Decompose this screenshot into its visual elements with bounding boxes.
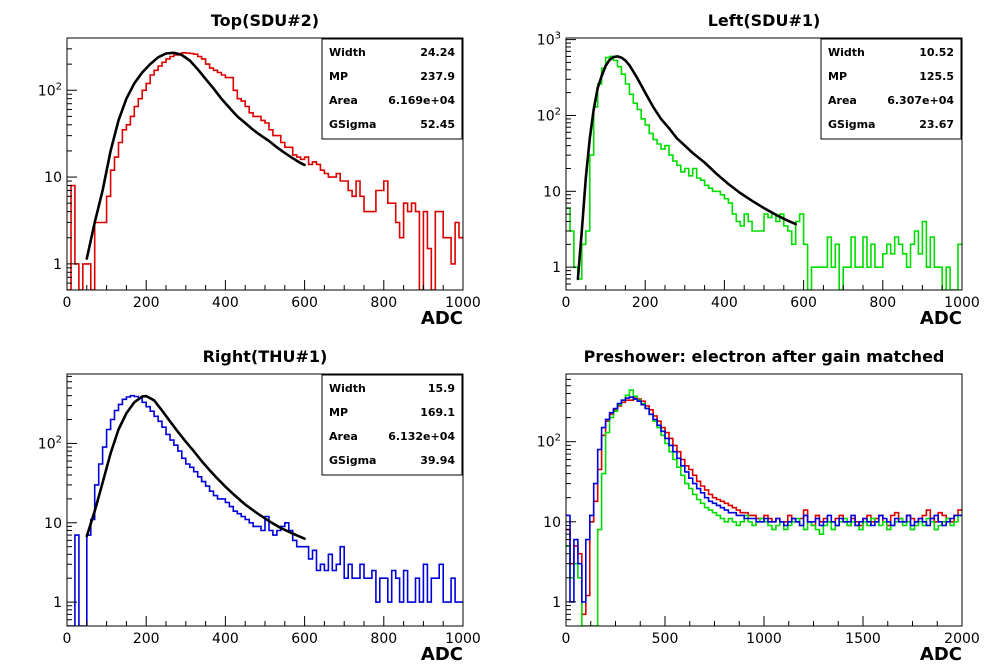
fit-curve <box>85 394 306 540</box>
x-tick-label: 0 <box>63 631 72 647</box>
x-tick-label: 1000 <box>746 631 782 647</box>
histogram-series-1 <box>566 397 962 616</box>
x-tick-label: 800 <box>869 295 896 311</box>
histogram-series-3 <box>566 396 962 603</box>
stats-value: 125.5 <box>919 70 954 83</box>
fit-curve <box>576 55 797 281</box>
y-tick-label: 10 <box>44 516 62 532</box>
fit-curve <box>85 51 306 260</box>
stats-label: MP <box>329 70 348 83</box>
stats-value: 15.9 <box>428 382 455 395</box>
stats-value: 237.9 <box>420 70 455 83</box>
stats-label: Area <box>329 430 358 443</box>
x-tick-label: 800 <box>370 631 397 647</box>
histogram-series-1 <box>67 52 463 290</box>
x-axis-label: ADC <box>421 644 463 665</box>
y-tick-label: 102 <box>38 434 62 452</box>
histogram-series-1 <box>566 55 962 290</box>
stats-label: Width <box>329 382 366 395</box>
x-axis-label: ADC <box>920 308 962 329</box>
x-tick-label: 600 <box>291 631 318 647</box>
histogram-series-1 <box>67 394 463 626</box>
y-tick-label: 1 <box>552 260 561 276</box>
stats-label: GSigma <box>329 454 376 467</box>
y-tick-label: 10 <box>44 170 62 186</box>
y-tick-label: 1 <box>53 257 62 273</box>
stats-box-frame <box>820 38 962 140</box>
x-tick-label: 1500 <box>845 631 881 647</box>
stats-value: 39.94 <box>420 454 455 467</box>
stats-label: MP <box>329 406 348 419</box>
x-tick-label: 200 <box>632 295 659 311</box>
stats-value: 23.67 <box>919 118 954 131</box>
x-tick-label: 500 <box>652 631 679 647</box>
stats-label: Width <box>329 46 366 59</box>
chart-title: Right(THU#1) <box>203 347 328 366</box>
y-tick-label: 10 <box>543 184 561 200</box>
x-tick-label: 200 <box>133 631 160 647</box>
x-tick-label: 0 <box>562 631 571 647</box>
x-tick-label: 400 <box>212 295 239 311</box>
x-tick-label: 600 <box>291 295 318 311</box>
y-tick-label: 102 <box>38 81 62 99</box>
stats-value: 6.132e+04 <box>388 430 455 443</box>
x-tick-label: 800 <box>370 295 397 311</box>
x-tick-label: 200 <box>133 295 160 311</box>
y-tick-label: 102 <box>537 433 561 451</box>
stats-value: 24.24 <box>420 46 455 59</box>
y-tick-label: 1 <box>552 595 561 611</box>
x-tick-label: 400 <box>711 295 738 311</box>
stats-label: Width <box>828 46 865 59</box>
stats-box-frame <box>321 38 463 140</box>
plot-frame <box>565 373 963 627</box>
stats-box: Width 10.52 MP 125.5 Area 6.307e+04 GSigma 23.6… <box>820 38 962 140</box>
x-tick-label: 400 <box>212 631 239 647</box>
x-axis-label: ADC <box>421 308 463 329</box>
stats-box: Width 15.9 MP 169.1 Area 6.132e+04 GSigma 39.94 <box>321 374 463 476</box>
stats-value: 52.45 <box>420 118 455 131</box>
stats-label: Area <box>828 94 857 107</box>
stats-value: 6.307e+04 <box>887 94 954 107</box>
stats-box: Width 24.24 MP 237.9 Area 6.169e+04 GSigma 52.4… <box>321 38 463 140</box>
stats-value: 10.52 <box>919 46 954 59</box>
stats-value: 169.1 <box>420 406 455 419</box>
x-axis-label: ADC <box>920 644 962 665</box>
chart-title: Top(SDU#2) <box>211 11 319 30</box>
x-tick-label: 0 <box>63 295 72 311</box>
chart-title: Left(SDU#1) <box>708 11 821 30</box>
stats-label: MP <box>828 70 847 83</box>
y-tick-label: 102 <box>537 106 561 124</box>
histogram-series-2 <box>566 389 962 626</box>
x-tick-label: 1000 <box>445 631 481 647</box>
chart-title: Preshower: electron after gain matched <box>584 347 945 366</box>
x-tick-label: 1000 <box>445 295 481 311</box>
stats-label: GSigma <box>828 118 875 131</box>
stats-label: Area <box>329 94 358 107</box>
y-tick-label: 1 <box>53 595 62 611</box>
y-tick-label: 10 <box>543 515 561 531</box>
stats-label: GSigma <box>329 118 376 131</box>
x-tick-label: 2000 <box>944 631 980 647</box>
chart-panel-4: Preshower: electron after gain matched 0 5… <box>537 347 980 665</box>
x-tick-label: 0 <box>562 295 571 311</box>
stats-value: 6.169e+04 <box>388 94 455 107</box>
stats-box-frame <box>321 374 463 476</box>
y-tick-label: 103 <box>537 31 561 49</box>
x-tick-label: 1000 <box>944 295 980 311</box>
x-tick-label: 600 <box>790 295 817 311</box>
